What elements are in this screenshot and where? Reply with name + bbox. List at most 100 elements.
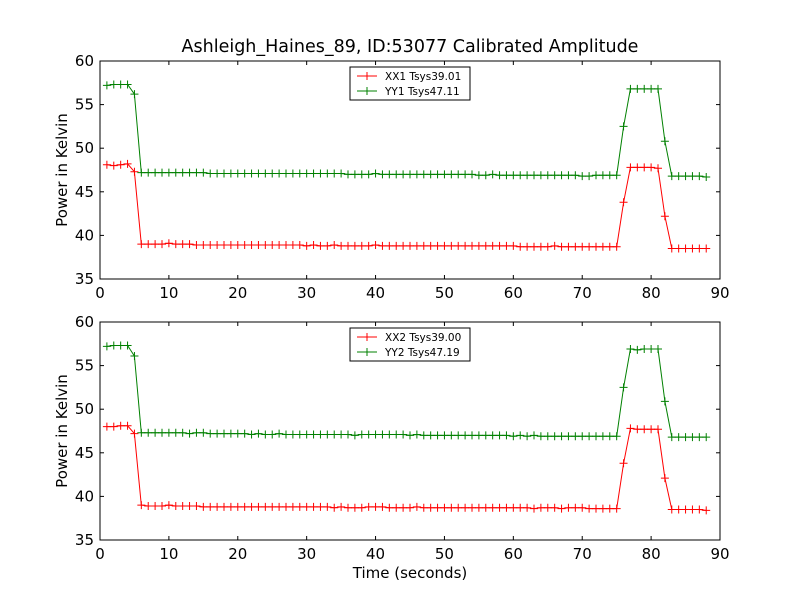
top-series-1-point [213, 169, 222, 178]
bottom-series-1-point [220, 429, 228, 438]
top-series-0-point [261, 240, 270, 249]
bottom-series-0-point [419, 503, 428, 512]
top-x-tick-label: 10 [159, 284, 178, 302]
bottom-series-0-point [550, 503, 559, 512]
bottom-series-0-point [516, 503, 525, 512]
top-series-0-point [688, 244, 697, 253]
bottom-series-0-point [344, 503, 352, 512]
top-series-0-point [592, 242, 600, 251]
bottom-series-0-point [647, 425, 656, 434]
bottom-series-1-point [371, 430, 380, 439]
top-series-0-point [247, 240, 256, 249]
bottom-series-1-point [158, 428, 166, 437]
bottom-series-1-point [626, 345, 635, 354]
top-series-0-point [233, 240, 242, 249]
top-series-1-point [530, 171, 538, 180]
bottom-series-0-point [461, 503, 470, 512]
top-series-1-point [392, 170, 401, 179]
top-series-1-point [619, 122, 628, 131]
top-series-0-point [392, 241, 401, 250]
top-series-1-point [330, 169, 339, 178]
bottom-series-0-point [426, 503, 435, 512]
top-legend-marker-1 [363, 87, 371, 95]
top-series-0-point [171, 240, 180, 249]
top-series-1-point [337, 169, 346, 178]
top-series-1-point [598, 171, 607, 180]
top-series-1-point [158, 168, 166, 177]
bottom-series-0-point [695, 505, 704, 514]
top-series-0-point [619, 198, 628, 207]
bottom-series-0-point [337, 502, 346, 511]
top-series-1-point [592, 171, 600, 180]
bottom-series-0-point [309, 502, 318, 511]
bottom-series-0-point [536, 503, 545, 512]
bottom-series-0-point [357, 503, 366, 512]
top-series-0-point [364, 241, 373, 250]
top-series-1-point [144, 168, 153, 177]
bottom-series-1-point [233, 429, 242, 438]
top-series-0-point [536, 242, 545, 251]
top-series-0-point [116, 160, 125, 169]
bottom-series-1-point [468, 431, 476, 440]
bottom-series-0-point [185, 501, 194, 510]
top-x-tick-label: 80 [642, 284, 661, 302]
bottom-series-1-point [102, 342, 111, 351]
top-series-0-point [102, 160, 111, 169]
top-series-1-point [688, 172, 697, 181]
bottom-series-1-point [137, 428, 146, 437]
bottom-series-1-point [240, 429, 249, 438]
bottom-x-tick-label: 10 [159, 545, 178, 563]
bottom-series-1-point [447, 431, 456, 440]
top-series-0-point [516, 242, 525, 251]
bottom-series-1-point [123, 341, 132, 350]
bottom-series-1-point [674, 433, 683, 442]
top-series-0-point [288, 240, 297, 249]
top-y-tick-label: 55 [75, 96, 94, 114]
top-series-0-point [454, 241, 463, 250]
bottom-series-1-point [681, 433, 690, 442]
top-y-axis-label: Power in Kelvin [53, 113, 71, 227]
bottom-series-0-point [557, 504, 566, 513]
top-series-0-point [674, 244, 683, 253]
top-series-0-point [440, 241, 449, 250]
bottom-legend-marker-0 [363, 333, 371, 341]
top-series-1-point [419, 170, 428, 179]
top-series-0-point [123, 159, 132, 168]
bottom-series-1-point [571, 432, 580, 441]
top-legend: XX1 Tsys39.01 YY1 Tsys47.11 [349, 66, 471, 101]
bottom-series-1-point [213, 429, 222, 438]
top-x-tick-label: 30 [297, 284, 316, 302]
bottom-series-1-point [330, 430, 339, 439]
bottom-series-1-point [144, 428, 153, 437]
bottom-series-1-point [171, 428, 180, 437]
bottom-series-1-point [495, 431, 504, 440]
bottom-series-1-point [543, 432, 552, 441]
top-series-1-point [536, 171, 545, 180]
bottom-x-tick-label: 30 [297, 545, 316, 563]
bottom-y-tick-label: 35 [75, 531, 94, 549]
top-series-0-point [406, 241, 414, 250]
bottom-series-0-point [323, 502, 332, 511]
bottom-series-1-point [598, 432, 607, 441]
top-series-1-point [309, 169, 318, 178]
top-series-0-point [523, 242, 532, 251]
bottom-series-1-point [288, 430, 297, 439]
top-series-1-point [385, 170, 394, 179]
bottom-legend-marker-1 [363, 348, 371, 356]
bottom-series-1-point [337, 430, 346, 439]
bottom-series-0-point [440, 503, 449, 512]
bottom-series-0-point [116, 421, 125, 430]
top-series-1-point [357, 170, 366, 179]
bottom-series-1-point [151, 428, 160, 437]
bottom-series-0-point [667, 505, 676, 514]
top-series-0-point [240, 240, 249, 249]
top-series-0-point [254, 240, 263, 249]
top-series-0-point [137, 240, 146, 249]
top-series-1-point [261, 169, 270, 178]
bottom-series-0-point [474, 503, 483, 512]
top-series-1-point [364, 170, 373, 179]
top-series-0-point [344, 241, 352, 250]
top-series-0-point [681, 244, 690, 253]
top-series-0-point [337, 241, 346, 250]
top-series-0-point [426, 241, 435, 250]
